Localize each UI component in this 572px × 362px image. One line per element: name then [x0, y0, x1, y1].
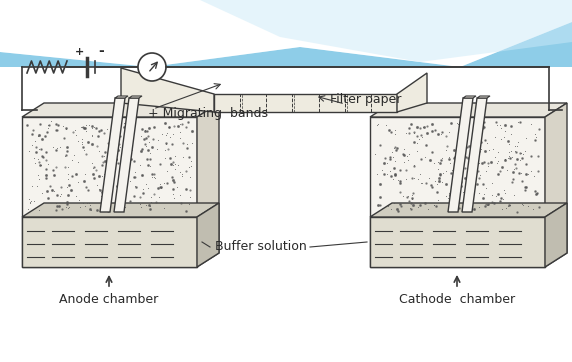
Text: + Migrating  bands: + Migrating bands	[148, 108, 268, 121]
Polygon shape	[448, 98, 473, 212]
Text: Buffer solution: Buffer solution	[215, 240, 307, 253]
Polygon shape	[477, 96, 490, 98]
Polygon shape	[121, 68, 214, 112]
Polygon shape	[370, 217, 545, 267]
Polygon shape	[370, 103, 567, 117]
FancyBboxPatch shape	[0, 67, 572, 362]
Polygon shape	[197, 103, 219, 267]
Polygon shape	[115, 96, 128, 98]
Polygon shape	[197, 203, 219, 267]
Polygon shape	[22, 117, 197, 267]
Circle shape	[138, 53, 166, 81]
Polygon shape	[129, 96, 142, 98]
Polygon shape	[100, 98, 125, 212]
Polygon shape	[0, 0, 572, 67]
Polygon shape	[463, 96, 476, 98]
Polygon shape	[200, 0, 572, 62]
Polygon shape	[0, 0, 572, 72]
Text: Anode chamber: Anode chamber	[59, 293, 158, 306]
Polygon shape	[545, 203, 567, 267]
Polygon shape	[22, 203, 219, 217]
Text: -: -	[98, 44, 104, 58]
Polygon shape	[370, 203, 567, 217]
Polygon shape	[462, 98, 487, 212]
Polygon shape	[22, 217, 197, 267]
Polygon shape	[0, 0, 572, 67]
Text: Filter paper: Filter paper	[330, 93, 402, 105]
Polygon shape	[214, 94, 397, 112]
Text: Cathode  chamber: Cathode chamber	[399, 293, 515, 306]
Text: +: +	[74, 47, 84, 57]
Polygon shape	[397, 73, 427, 112]
Polygon shape	[114, 98, 139, 212]
Polygon shape	[370, 117, 545, 267]
Polygon shape	[545, 103, 567, 267]
Polygon shape	[22, 103, 219, 117]
